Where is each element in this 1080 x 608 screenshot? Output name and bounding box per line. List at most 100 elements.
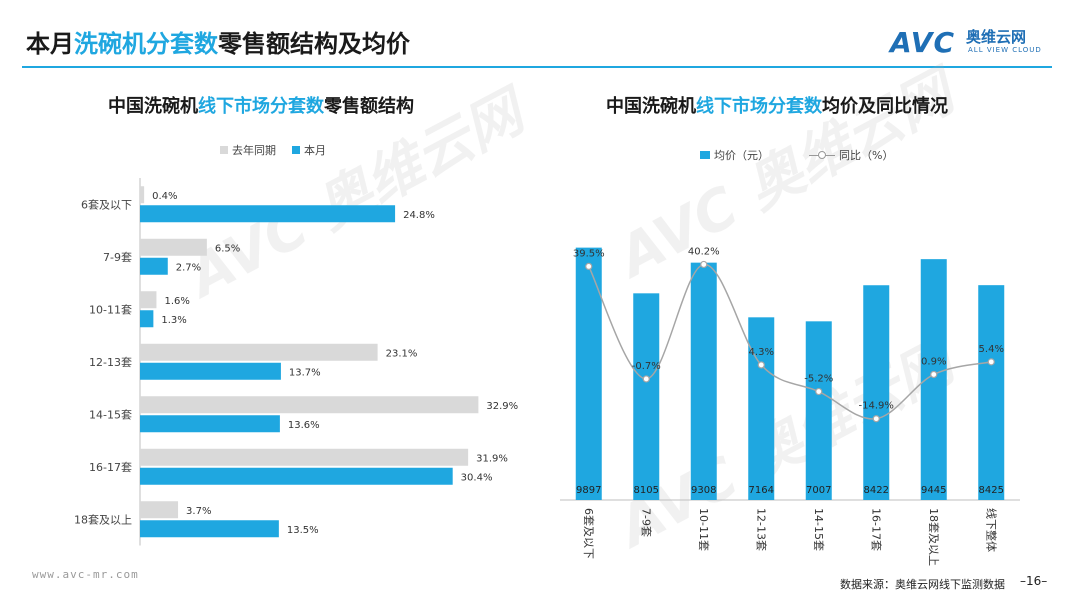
category-label: 7-9套 (103, 251, 132, 264)
right-chart-title: 中国洗碗机线下市场分套数均价及同比情况 (606, 92, 948, 118)
bar (140, 238, 207, 256)
data-label: 7164 (749, 485, 774, 496)
legend-item-last-year: 去年同期 (220, 142, 276, 158)
legend-swatch-last-year (220, 146, 228, 154)
legend-swatch-this-month (292, 146, 300, 154)
yoy-label: 4.3% (749, 347, 774, 358)
bar (140, 291, 157, 309)
left-chart-title-highlight: 线下市场分套数 (198, 96, 324, 117)
data-label: 13.5% (287, 525, 319, 536)
left-chart-title-prefix: 中国洗碗机 (108, 96, 198, 117)
data-label: 8422 (864, 485, 889, 496)
yoy-point (930, 370, 938, 379)
yoy-point (815, 387, 823, 396)
legend-item-yoy: 同比（%） (809, 147, 893, 163)
logo-cn-text: 奥维云网 (966, 28, 1027, 46)
data-label: 13.7% (289, 367, 321, 378)
left-bar-chart: 6套及以下 0.4% 24.8% 7-9套 6.5% 2.7% 10-11套 1.6% 1.3%… (74, 178, 518, 546)
data-label: 6.5% (215, 243, 240, 254)
data-label: 0.4% (152, 191, 177, 202)
bar (920, 259, 947, 500)
category-label: 18套及以上 (74, 513, 132, 526)
bar (978, 285, 1005, 500)
yoy-point (585, 262, 593, 271)
category-label: 10-11套 (697, 508, 710, 551)
left-chart-title: 中国洗碗机线下市场分套数零售额结构 (108, 92, 414, 118)
category-label: 6套及以下 (81, 198, 132, 211)
category-label: 10-11套 (89, 303, 132, 316)
bar (140, 415, 280, 433)
right-chart-title-prefix: 中国洗碗机 (606, 96, 696, 117)
avc-logo: AVC 奥维云网 ALL VIEW CLOUD (890, 26, 1060, 62)
data-label: 1.6% (164, 296, 189, 307)
bar (140, 396, 479, 414)
category-label: 6套及以下 (582, 508, 595, 559)
data-label: 2.7% (176, 262, 201, 273)
bar (140, 257, 168, 275)
category-label: 线下整体 (984, 508, 998, 552)
category-label: 7-9套 (639, 508, 652, 537)
data-label: 30.4% (461, 472, 493, 483)
legend-swatch-avg-price (700, 151, 710, 159)
bar (748, 317, 775, 500)
category-label: 16-17套 (869, 508, 882, 551)
right-chart-legend: 均价（元） 同比（%） (700, 147, 909, 163)
logo-en-text: ALL VIEW CLOUD (968, 46, 1042, 54)
category-label: 16-17套 (89, 461, 132, 474)
right-chart-title-suffix: 均价及同比情况 (822, 96, 948, 117)
yoy-point (987, 358, 995, 366)
category-label: 12-13套 (754, 508, 767, 551)
bar (140, 501, 179, 519)
yoy-point (872, 415, 880, 423)
bar (140, 448, 469, 466)
bar (140, 186, 145, 204)
category-label: 14-15套 (89, 408, 132, 421)
bar (863, 285, 890, 500)
legend-label-avg-price: 均价（元） (714, 149, 769, 162)
yoy-label: 0.9% (921, 356, 946, 367)
data-label: 13.6% (288, 420, 320, 431)
bar (140, 520, 279, 538)
data-label: 8425 (979, 485, 1004, 496)
data-label: 7007 (806, 485, 831, 496)
bar (140, 205, 396, 223)
title-divider (22, 66, 1052, 68)
data-label: 24.8% (403, 210, 435, 221)
legend-item-avg-price: 均价（元） (700, 147, 769, 163)
page-title: 本月洗碗机分套数零售额结构及均价 (26, 24, 410, 59)
page-title-highlight: 洗碗机分套数 (74, 30, 218, 58)
bar (805, 321, 832, 500)
yoy-point (757, 361, 765, 369)
data-label: 8105 (634, 485, 659, 496)
yoy-label: 40.2% (688, 246, 720, 257)
footer-url: www.avc-mr.com (32, 568, 139, 581)
data-label: 9445 (921, 485, 946, 496)
bar (140, 310, 154, 328)
legend-label-last-year: 去年同期 (232, 144, 276, 157)
data-label: 9897 (576, 485, 601, 496)
yoy-label: -14.9% (859, 401, 894, 412)
left-chart-legend: 去年同期 本月 (220, 142, 342, 158)
logo-mark: AVC (890, 26, 955, 59)
bar (140, 343, 378, 361)
bar (575, 247, 602, 500)
page-title-prefix: 本月 (26, 30, 74, 58)
bar (140, 467, 453, 485)
yoy-label: -5.2% (804, 374, 833, 385)
legend-label-this-month: 本月 (304, 144, 326, 157)
page-number: –16– (1020, 574, 1048, 588)
legend-label-yoy: 同比（%） (839, 149, 894, 162)
data-label: 32.9% (486, 401, 518, 412)
data-label: 1.3% (161, 315, 186, 326)
yoy-label: 5.4% (979, 344, 1004, 355)
page-title-suffix: 零售额结构及均价 (218, 30, 410, 58)
data-label: 31.9% (476, 453, 508, 464)
yoy-point (700, 260, 708, 269)
data-label: 9308 (691, 485, 716, 496)
category-label: 18套及以上 (927, 508, 940, 566)
bar (633, 293, 660, 500)
yoy-label: -0.7% (632, 361, 661, 372)
legend-swatch-yoy (809, 151, 835, 159)
legend-item-this-month: 本月 (292, 142, 326, 158)
yoy-point (642, 375, 650, 383)
